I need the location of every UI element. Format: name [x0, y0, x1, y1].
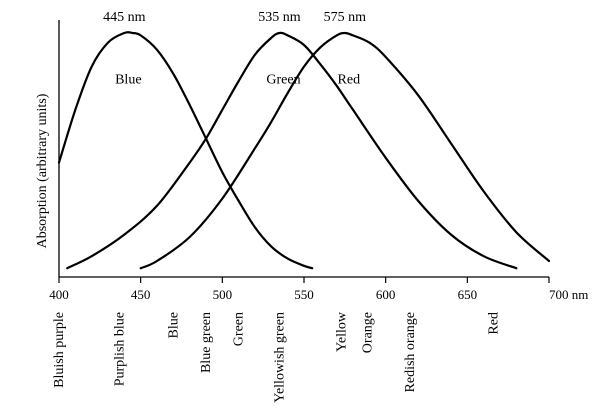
band-label-yellow: Yellow — [335, 311, 350, 352]
curve-red — [139, 31, 551, 270]
color-band-labels: Bluish purple Purplish blue Blue Blue green… — [52, 311, 502, 403]
series-label-green: Green — [266, 72, 300, 87]
curve-green — [66, 31, 518, 270]
series-label-blue: Blue — [115, 72, 141, 87]
x-tick-label-650: 650 — [458, 287, 478, 302]
curve-blue — [57, 31, 314, 270]
peak-label-green: 535 nm — [258, 10, 301, 25]
band-label-green: Green — [232, 312, 247, 346]
x-tick-label-400: 400 — [49, 287, 69, 302]
x-tick-label-500: 500 — [213, 287, 233, 302]
band-label-red: Red — [487, 312, 502, 335]
band-label-blue: Blue — [166, 312, 181, 338]
band-label-bluish-purple: Bluish purple — [52, 312, 67, 388]
x-tick-label-600: 600 — [376, 287, 396, 302]
band-label-orange: Orange — [361, 312, 376, 353]
x-tick-label-450: 450 — [131, 287, 151, 302]
band-label-yellowish-green: Yellowish green — [273, 312, 288, 403]
band-label-redish-orange: Redish orange — [403, 312, 418, 392]
series-label-red: Red — [338, 72, 361, 87]
absorption-curves — [57, 31, 551, 270]
x-tick-label-700: 700 nm — [549, 287, 588, 302]
peak-label-red: 575 nm — [324, 10, 367, 25]
x-ticks: 400 450 500 550 600 650 700 nm — [49, 277, 588, 302]
peak-label-blue: 445 nm — [103, 10, 146, 25]
band-label-purplish-blue: Purplish blue — [112, 312, 127, 386]
axes — [58, 20, 549, 278]
x-tick-label-550: 550 — [294, 287, 314, 302]
band-label-blue-green: Blue green — [199, 312, 214, 373]
y-axis-label: Absorption (arbitrary units) — [35, 93, 50, 248]
series-labels: 445 nm Blue 535 nm Green 575 nm Red — [103, 10, 366, 87]
